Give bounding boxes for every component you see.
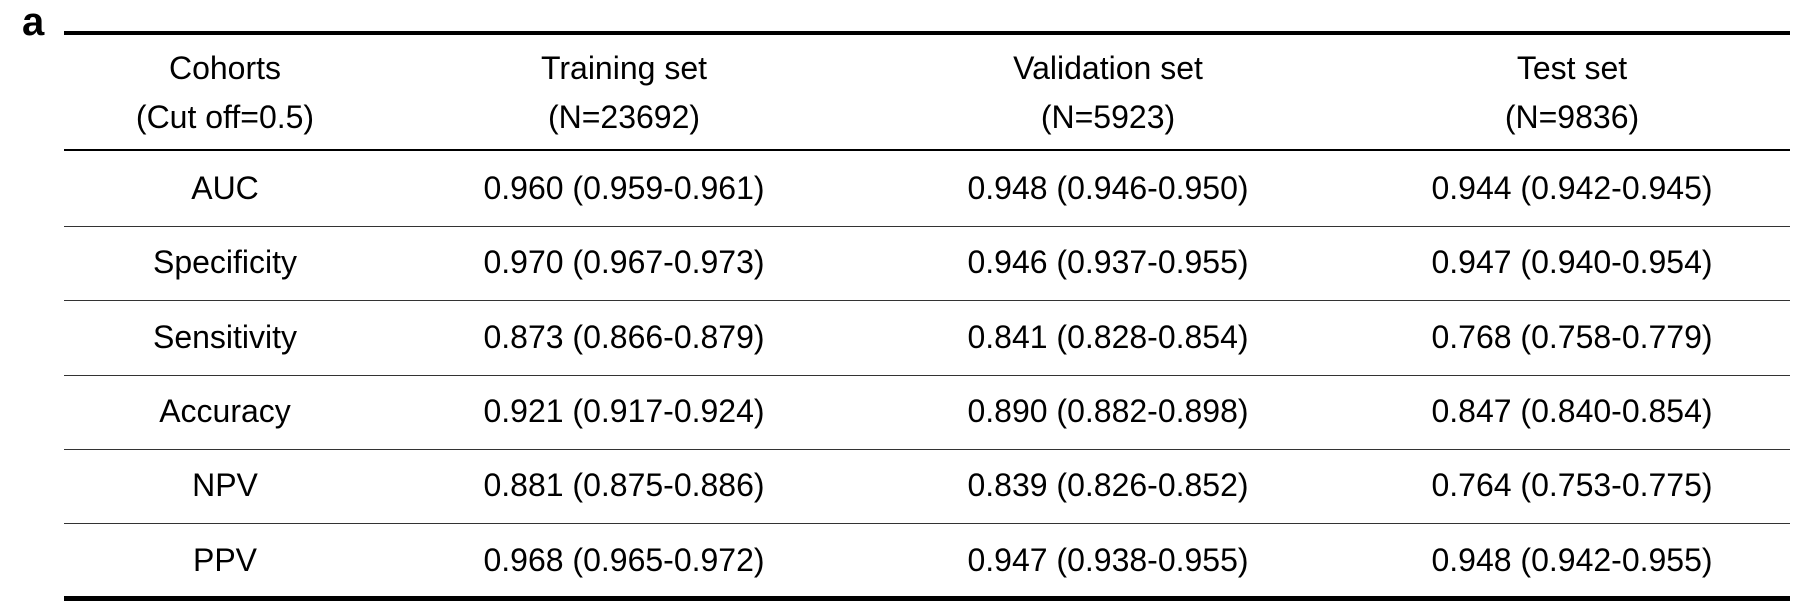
header-cohorts-line2: (Cut off=0.5)	[135, 99, 315, 135]
header-validation-set: Validation set (N=5923)	[862, 44, 1354, 142]
cell-training: 0.873 (0.866-0.879)	[483, 318, 765, 355]
header-training-line1: Training set	[541, 50, 707, 86]
cell-metric: AUC	[191, 170, 259, 206]
table-row: AUC 0.960 (0.959-0.961) 0.948 (0.946-0.950…	[64, 151, 1790, 227]
cell-validation: 0.948 (0.946-0.950)	[967, 170, 1249, 206]
cell-metric: Accuracy	[159, 392, 291, 429]
table-top-rule	[64, 31, 1790, 35]
panel-label: a	[22, 0, 45, 44]
cell-training: 0.970 (0.967-0.973)	[483, 244, 765, 281]
table-row: NPV 0.881 (0.875-0.886) 0.839 (0.826-0.852…	[64, 448, 1790, 525]
cell-validation: 0.947 (0.938-0.955)	[967, 541, 1249, 578]
header-test-line2: (N=9836)	[1504, 99, 1640, 135]
cell-training: 0.960 (0.959-0.961)	[483, 170, 765, 206]
cell-validation: 0.841 (0.828-0.854)	[967, 318, 1249, 355]
header-test-set: Test set (N=9836)	[1354, 44, 1790, 142]
row-divider	[64, 300, 1790, 302]
cell-test: 0.948 (0.942-0.955)	[1431, 541, 1713, 578]
cell-test: 0.768 (0.758-0.779)	[1431, 318, 1713, 355]
cell-metric: Specificity	[152, 244, 298, 281]
cell-test: 0.764 (0.753-0.775)	[1431, 467, 1713, 504]
header-cohorts: Cohorts (Cut off=0.5)	[64, 44, 386, 142]
cell-validation: 0.946 (0.937-0.955)	[967, 244, 1249, 281]
header-training-set: Training set (N=23692)	[386, 44, 862, 142]
table-row: Sensitivity 0.873 (0.866-0.879) 0.841 (0.8…	[64, 300, 1790, 376]
cell-test: 0.947 (0.940-0.954)	[1431, 244, 1713, 281]
row-divider	[64, 448, 1790, 450]
cell-training: 0.968 (0.965-0.972)	[483, 541, 765, 578]
cell-test: 0.847 (0.840-0.854)	[1431, 392, 1713, 429]
cell-training: 0.921 (0.917-0.924)	[483, 392, 765, 429]
cell-metric: NPV	[192, 467, 258, 504]
cell-training: 0.881 (0.875-0.886)	[483, 467, 765, 504]
header-test-line1: Test set	[1516, 50, 1628, 86]
header-training-line2: (N=23692)	[547, 99, 701, 135]
table-header-rule	[64, 149, 1790, 151]
header-validation-line2: (N=5923)	[1040, 99, 1176, 135]
row-divider	[64, 523, 1790, 525]
table-bottom-rule	[64, 596, 1790, 601]
table-row: PPV 0.968 (0.965-0.972) 0.947 (0.938-0.955…	[64, 523, 1790, 598]
cell-test: 0.944 (0.942-0.945)	[1431, 170, 1713, 206]
cell-validation: 0.890 (0.882-0.898)	[967, 392, 1249, 429]
row-divider	[64, 226, 1790, 227]
row-divider	[64, 374, 1790, 376]
cell-metric: PPV	[192, 541, 258, 578]
table-row: Specificity 0.970 (0.967-0.973) 0.946 (0.9…	[64, 225, 1790, 302]
cell-metric: Sensitivity	[152, 318, 298, 355]
cell-validation: 0.839 (0.826-0.852)	[967, 467, 1249, 504]
header-validation-line1: Validation set	[1013, 50, 1203, 86]
header-cohorts-line1: Cohorts	[168, 50, 282, 86]
table-row: Accuracy 0.921 (0.917-0.924) 0.890 (0.882-…	[64, 374, 1790, 450]
